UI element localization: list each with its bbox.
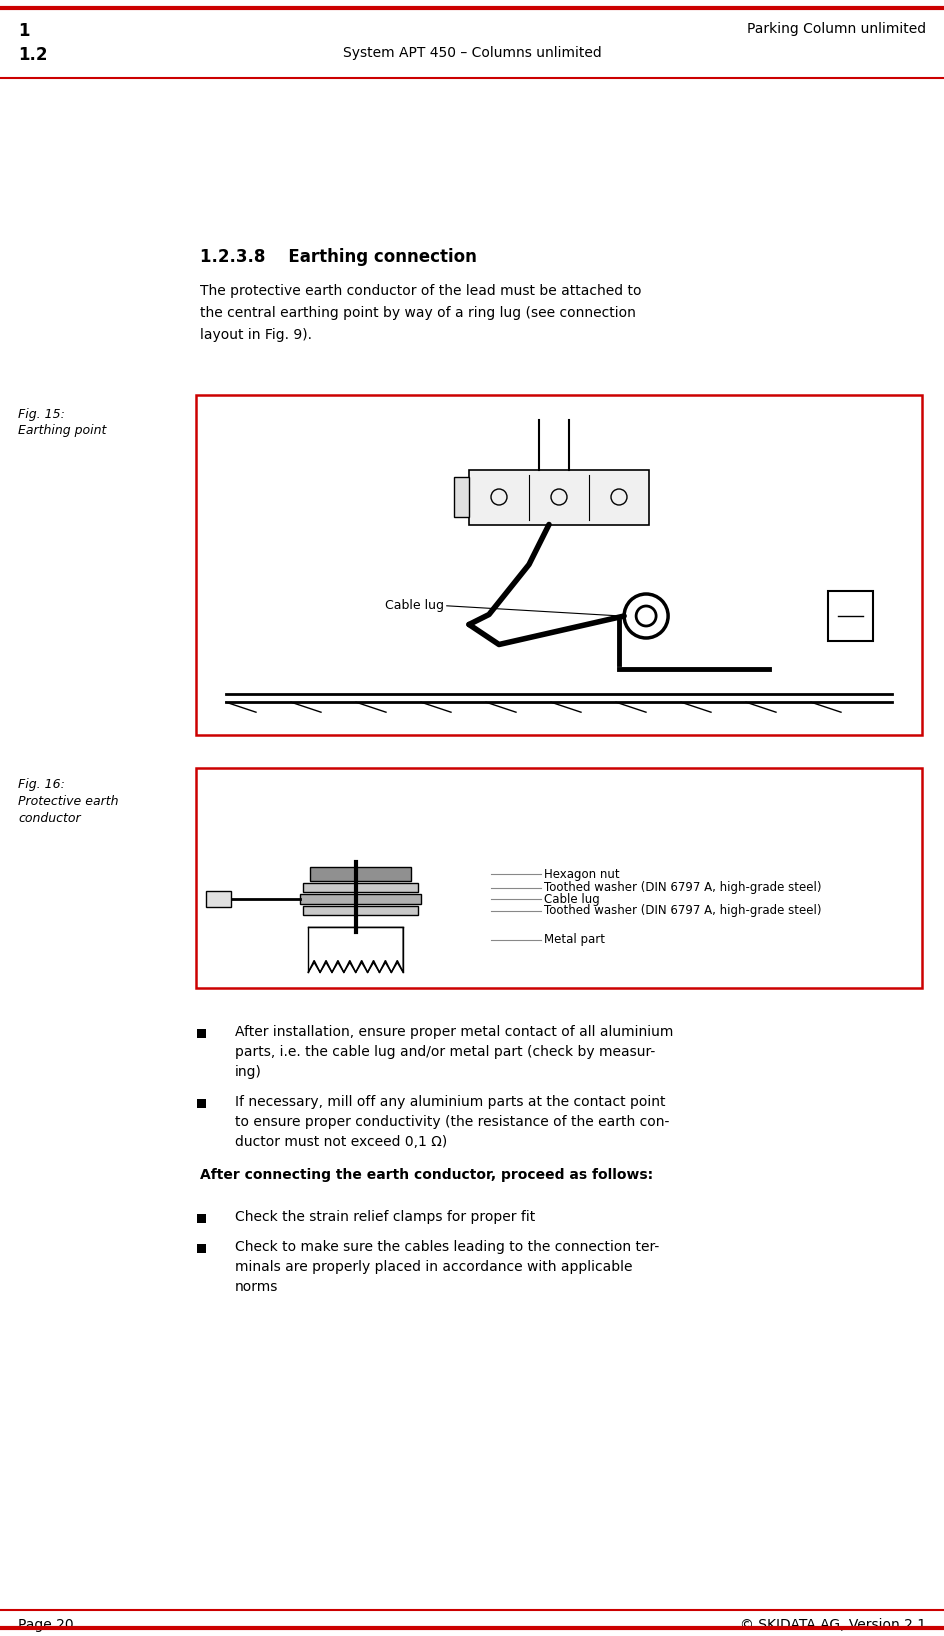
Text: Metal part: Metal part bbox=[545, 934, 605, 946]
Bar bbox=[303, 883, 418, 892]
Bar bbox=[454, 478, 469, 517]
Text: 1.2: 1.2 bbox=[18, 46, 47, 64]
Bar bbox=[196, 767, 922, 988]
Bar bbox=[300, 895, 421, 905]
Bar bbox=[197, 1243, 206, 1253]
Bar bbox=[197, 1099, 206, 1108]
Bar bbox=[206, 892, 231, 908]
Text: Earthing point: Earthing point bbox=[18, 424, 107, 437]
Text: minals are properly placed in accordance with applicable: minals are properly placed in accordance… bbox=[235, 1260, 632, 1274]
Bar bbox=[311, 867, 412, 882]
Bar bbox=[197, 1029, 206, 1037]
Text: Cable lug: Cable lug bbox=[545, 893, 600, 906]
Bar bbox=[828, 591, 872, 641]
Text: 1.2.3.8    Earthing connection: 1.2.3.8 Earthing connection bbox=[200, 249, 477, 267]
Text: Parking Column unlimited: Parking Column unlimited bbox=[747, 21, 926, 36]
Bar bbox=[197, 1214, 206, 1224]
Bar bbox=[303, 906, 418, 916]
Text: Page 20: Page 20 bbox=[18, 1618, 74, 1633]
Text: Cable lug: Cable lug bbox=[385, 599, 444, 612]
Text: conductor: conductor bbox=[18, 811, 80, 825]
Bar bbox=[469, 470, 649, 525]
Text: Toothed washer (DIN 6797 A, high-grade steel): Toothed washer (DIN 6797 A, high-grade s… bbox=[545, 905, 822, 918]
Text: the central earthing point by way of a ring lug (see connection: the central earthing point by way of a r… bbox=[200, 306, 636, 321]
Text: © SKIDATA AG, Version 2.1: © SKIDATA AG, Version 2.1 bbox=[740, 1618, 926, 1633]
Text: layout in Fig. 9).: layout in Fig. 9). bbox=[200, 327, 312, 342]
Text: ductor must not exceed 0,1 Ω): ductor must not exceed 0,1 Ω) bbox=[235, 1135, 447, 1148]
Text: Protective earth: Protective earth bbox=[18, 795, 119, 808]
Text: If necessary, mill off any aluminium parts at the contact point: If necessary, mill off any aluminium par… bbox=[235, 1094, 666, 1109]
Text: The protective earth conductor of the lead must be attached to: The protective earth conductor of the le… bbox=[200, 285, 642, 298]
Text: After installation, ensure proper metal contact of all aluminium: After installation, ensure proper metal … bbox=[235, 1026, 673, 1039]
Text: Toothed washer (DIN 6797 A, high-grade steel): Toothed washer (DIN 6797 A, high-grade s… bbox=[545, 882, 822, 895]
Text: 1: 1 bbox=[18, 21, 29, 39]
Text: Fig. 15:: Fig. 15: bbox=[18, 407, 65, 420]
Text: Check to make sure the cables leading to the connection ter-: Check to make sure the cables leading to… bbox=[235, 1240, 659, 1255]
Text: Check the strain relief clamps for proper fit: Check the strain relief clamps for prope… bbox=[235, 1211, 535, 1224]
Text: ing): ing) bbox=[235, 1065, 261, 1080]
Text: Hexagon nut: Hexagon nut bbox=[545, 869, 620, 880]
Text: to ensure proper conductivity (the resistance of the earth con-: to ensure proper conductivity (the resis… bbox=[235, 1116, 669, 1129]
Text: parts, i.e. the cable lug and/or metal part (check by measur-: parts, i.e. the cable lug and/or metal p… bbox=[235, 1045, 655, 1058]
Text: norms: norms bbox=[235, 1279, 278, 1294]
Text: Fig. 16:: Fig. 16: bbox=[18, 779, 65, 790]
Text: System APT 450 – Columns unlimited: System APT 450 – Columns unlimited bbox=[343, 46, 601, 61]
Bar bbox=[196, 394, 922, 735]
Text: After connecting the earth conductor, proceed as follows:: After connecting the earth conductor, pr… bbox=[200, 1168, 653, 1181]
